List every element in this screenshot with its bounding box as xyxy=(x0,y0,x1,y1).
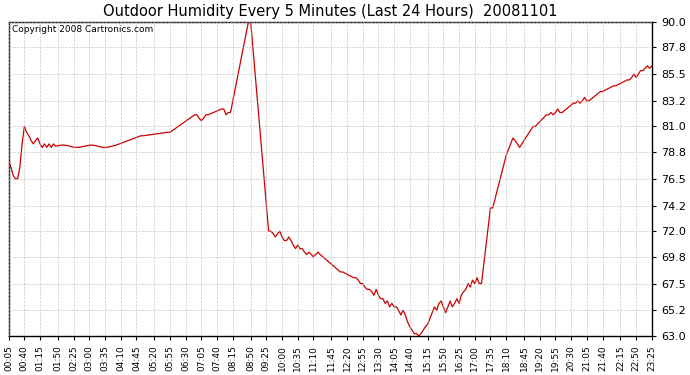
Title: Outdoor Humidity Every 5 Minutes (Last 24 Hours)  20081101: Outdoor Humidity Every 5 Minutes (Last 2… xyxy=(103,4,558,19)
Text: Copyright 2008 Cartronics.com: Copyright 2008 Cartronics.com xyxy=(12,25,153,34)
